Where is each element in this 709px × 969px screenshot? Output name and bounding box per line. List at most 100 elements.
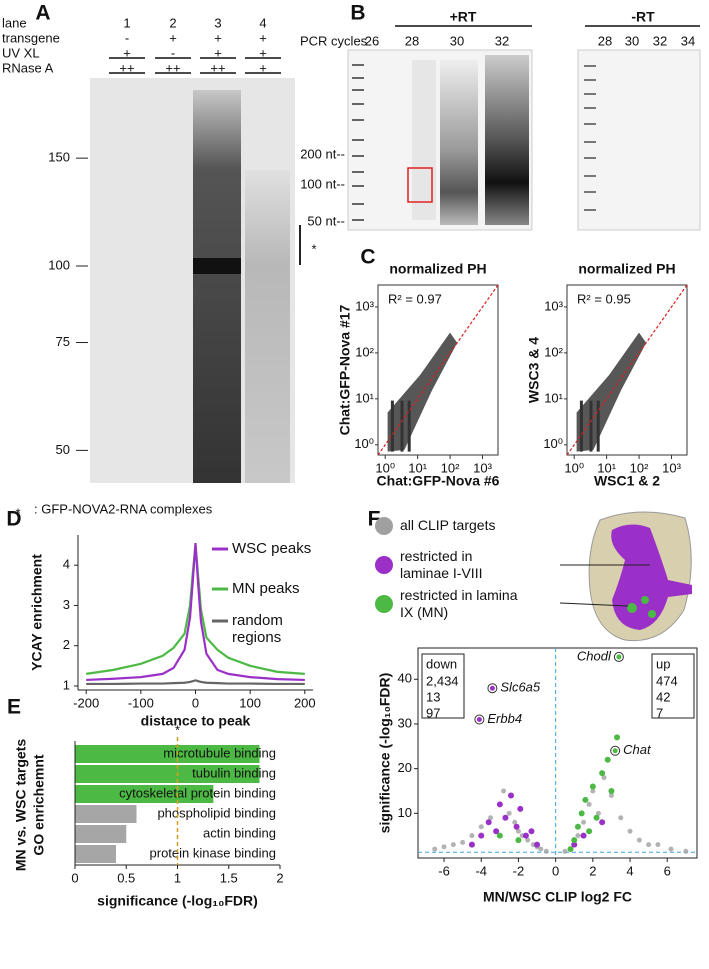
lane-cell: ++ — [210, 60, 225, 75]
point — [586, 801, 592, 807]
row-label: RNase A — [2, 60, 54, 75]
point — [586, 828, 593, 835]
gene-point — [616, 654, 622, 660]
lane-cell: ++ — [119, 60, 134, 75]
point — [515, 837, 522, 844]
size-marker: 150 — [48, 150, 70, 165]
legend-label: all CLIP targets — [400, 517, 496, 533]
point — [578, 810, 585, 817]
x-tick-label: -100 — [128, 695, 154, 710]
bar — [75, 765, 260, 783]
x-tick-label: 10¹ — [408, 460, 427, 475]
cycle-number: 32 — [653, 33, 667, 48]
point — [501, 788, 507, 794]
gene-label: Chodl — [577, 648, 612, 663]
y-axis-label: significance (-log₁₀FDR) — [377, 673, 393, 834]
x-tick-label: 200 — [294, 695, 316, 710]
r-squared: R² = 0.95 — [577, 291, 631, 306]
lane-cell: 4 — [259, 15, 266, 30]
point — [441, 844, 447, 850]
footnote: : GFP-NOVA2-RNA complexes — [34, 501, 213, 516]
point — [571, 837, 578, 844]
lane-cell: ++ — [165, 60, 180, 75]
x-tick-label: -4 — [475, 863, 487, 878]
point — [485, 819, 492, 826]
box-count: 7 — [656, 705, 663, 720]
r-squared: R² = 0.97 — [388, 291, 442, 306]
legend-label: restricted in lamina IX (MN) — [400, 587, 518, 620]
y-tick-label: 10² — [544, 344, 563, 359]
x-axis-label: significance (-log₁₀FDR) — [97, 893, 258, 909]
gene-point — [612, 748, 618, 754]
bar — [75, 845, 116, 863]
point — [590, 788, 596, 794]
lane-cell: + — [214, 45, 222, 60]
box-count: 97 — [426, 705, 440, 720]
lane-cell: 1 — [123, 15, 130, 30]
spinal-cord-diagram — [559, 511, 692, 642]
point — [502, 814, 509, 821]
point — [601, 775, 607, 781]
size-marker: 50 nt-- — [307, 213, 345, 228]
point — [614, 734, 621, 741]
y-tick-label: 10³ — [544, 298, 563, 313]
count-box — [651, 653, 695, 719]
point — [506, 810, 512, 816]
panel-letter: A — [35, 2, 50, 25]
y-tick-label: 30 — [398, 715, 412, 730]
plot-frame — [377, 284, 499, 456]
panel-letter: C — [360, 246, 375, 269]
point — [580, 832, 587, 839]
point — [618, 815, 624, 821]
plot-frame — [566, 284, 688, 456]
point — [488, 815, 494, 821]
legend-swatch — [375, 556, 393, 574]
category-label: microtubule binding — [163, 745, 276, 760]
x-tick-label: 0 — [552, 863, 559, 878]
legend-label: MN peaks — [232, 580, 300, 597]
category-label: tubulin binding — [192, 765, 276, 780]
cycle-number: 26 — [365, 33, 379, 48]
y-tick-label: 10⁰ — [543, 436, 563, 451]
lane-cell: 2 — [169, 15, 176, 30]
box-count: 13 — [426, 689, 440, 704]
point — [655, 842, 661, 848]
point — [595, 810, 601, 816]
x-axis-label: Chat:GFP-Nova #6 — [377, 473, 500, 489]
x-tick-label: 10² — [441, 460, 460, 475]
point — [567, 846, 574, 853]
gene-point — [489, 685, 495, 691]
pcr-label: PCR cycles — [300, 33, 368, 48]
point — [525, 837, 531, 843]
gene-label: Slc6a5 — [500, 680, 541, 695]
point — [683, 848, 689, 854]
threshold-mark: * — [175, 722, 180, 737]
x-tick-label: 6 — [664, 863, 671, 878]
lane-cell: + — [123, 45, 131, 60]
gene-ring — [613, 651, 624, 662]
y-tick-label: 1 — [63, 677, 70, 692]
bar — [75, 785, 214, 803]
point — [534, 841, 541, 848]
footnote-star: * — [15, 505, 20, 520]
y-tick-label: 10⁰ — [354, 436, 374, 451]
point — [571, 841, 578, 848]
y-axis-label: WSC3 & 4 — [526, 337, 542, 403]
point — [478, 824, 484, 830]
lane-cell: + — [259, 30, 267, 45]
point — [512, 819, 518, 825]
y-tick-label: 10¹ — [355, 390, 374, 405]
x-tick-label: 2 — [589, 863, 596, 878]
y-tick-label: 3 — [63, 597, 70, 612]
size-marker: 100 nt-- — [300, 176, 345, 191]
lane-cell: 3 — [214, 15, 221, 30]
rt-label: +RT — [450, 9, 477, 25]
count-box — [421, 653, 465, 719]
point — [528, 828, 535, 835]
panel-letter: E — [7, 696, 21, 719]
y-axis-label: MN vs. WSC targets — [13, 739, 29, 871]
y-tick-label: 10² — [355, 344, 374, 359]
point — [575, 833, 581, 839]
row-label: UV XL — [2, 45, 40, 60]
